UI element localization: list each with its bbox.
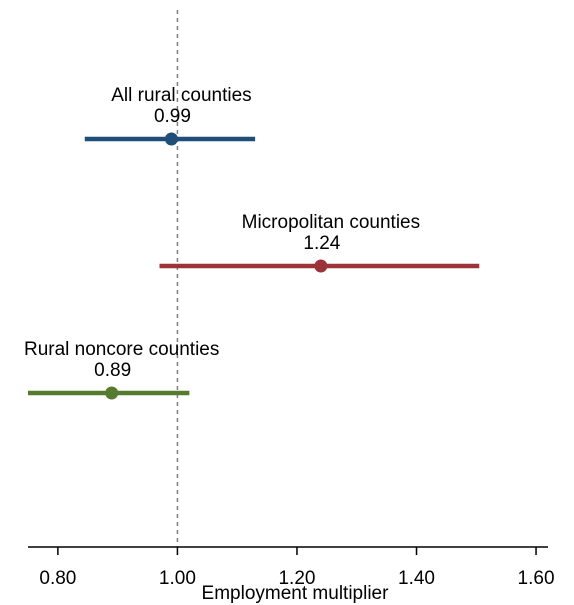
x-tick-label: 1.40 [398,568,435,589]
point-estimate-marker [105,386,119,400]
x-tick-label: 0.80 [39,568,76,589]
x-tick-label: 1.20 [278,568,315,589]
point-estimate-marker [164,132,178,146]
value-label: 1.24 [303,233,340,254]
series-name-label: Micropolitan counties [242,212,420,233]
x-tick-label: 1.00 [159,568,196,589]
x-tick-label: 1.60 [518,568,555,589]
x-axis: 0.80 1.00 1.20 1.40 1.60 [28,546,555,589]
value-label: 0.89 [94,360,131,381]
series-name-label: All rural counties [111,85,251,106]
x-axis-title: Employment multiplier [202,583,390,604]
value-label: 0.99 [154,106,191,127]
point-estimate-marker [314,259,328,273]
series-name-label: Rural noncore counties [24,339,219,360]
